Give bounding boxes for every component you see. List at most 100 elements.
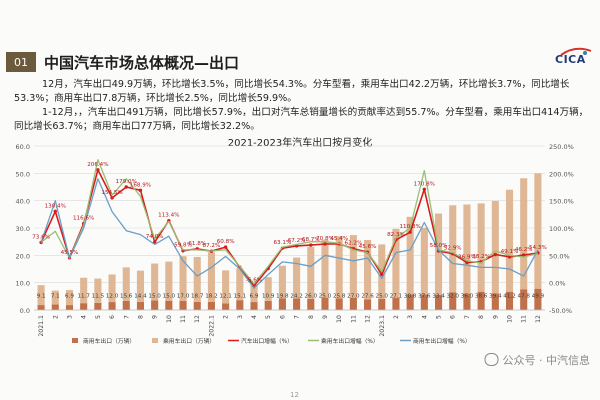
bar-segment (136, 270, 145, 302)
page-title: 中国汽车市场总体概况—出口 (44, 53, 240, 72)
line-value-label: 63.1% (274, 240, 292, 246)
line-value-label: 170.8% (414, 181, 435, 187)
bar-segment (392, 228, 400, 298)
bar-segment (534, 173, 542, 289)
legend-label: 商用车出口增幅（%） (413, 337, 471, 345)
x-tick-label: 10 (166, 315, 173, 323)
bar-segment (321, 297, 329, 310)
page-number: 12 (290, 391, 299, 399)
bar-segment (207, 301, 215, 310)
bar-segment (278, 265, 286, 299)
x-tick-label: 12 (365, 315, 372, 323)
summary-paragraph-annual: 1-12月，，汽车出口491万辆，同比增长57.9%，出口对汽车总销量增长的贡献… (14, 107, 589, 132)
x-tick-label: 11 (180, 315, 187, 323)
x-tick-label: 2021.1 (38, 315, 45, 337)
bar-segment (477, 203, 485, 292)
bar-segment (193, 256, 201, 302)
bar-value-label: 6.9 (250, 294, 259, 300)
bar-value-label: 36.0 (461, 294, 474, 300)
x-tick-label: 2022.1 (208, 315, 215, 337)
bar-value-label: 47.8 (517, 294, 530, 300)
bar-value-label: 10.9 (262, 294, 275, 300)
bar-value-label: 17.0 (177, 294, 190, 300)
line-value-label: 154.5% (101, 190, 122, 196)
bar-segment (293, 298, 301, 310)
bar-segment (94, 302, 102, 310)
bar-value-label: 38.6 (475, 294, 488, 300)
bar-segment (37, 285, 45, 306)
x-tick-label: 3 (66, 315, 73, 319)
bar-segment (293, 257, 301, 299)
bar-segment (222, 270, 230, 304)
bar-value-label: 15.6 (120, 294, 133, 300)
bar-value-label: 27.0 (347, 294, 360, 300)
bar-segment (449, 292, 457, 310)
bar-segment (335, 236, 343, 299)
export-chart: 0.0 10.0 20.0 30.0 40.0 50.0 60.0 -50.0% 0.0% 50.… (16, 143, 574, 345)
bar-segment (364, 299, 372, 310)
bar-segment (122, 300, 130, 310)
bar-value-label: 25.0 (319, 294, 332, 300)
cica-logo: CICA (555, 45, 593, 71)
bar-segment (278, 298, 286, 310)
legend-label: 汽车出口增幅（%） (241, 337, 293, 345)
x-tick-label: 4 (81, 315, 88, 319)
bar-segment (463, 204, 471, 294)
x-tick-label: 12 (194, 315, 201, 323)
x-tick-label: 6 (279, 315, 286, 319)
x-tick-label: 9 (152, 315, 159, 319)
logo-swoosh-icon (560, 47, 592, 56)
bar-segment (434, 213, 443, 295)
bar-value-label: 25.8 (333, 294, 346, 300)
bar-segment (65, 290, 74, 306)
bar-segment (51, 290, 59, 305)
bar-segment (534, 288, 542, 310)
line-point (53, 209, 57, 214)
x-tick-label: 11 (521, 315, 528, 323)
bar-segment (392, 297, 400, 310)
summary-text: 12月，汽车出口49.9万辆，环比增长3.5%，同比增长54.3%。分车型看，乘… (14, 78, 590, 134)
bar-segment (505, 291, 514, 310)
summary-paragraph-december: 12月，汽车出口49.9万辆，环比增长3.5%，同比增长54.3%。分车型看，乘… (14, 79, 570, 104)
line-point (522, 253, 526, 257)
bar-segment (434, 294, 443, 310)
line-value-label: 179.0% (116, 179, 137, 185)
bar-segment (108, 302, 116, 310)
slide-header: 01 中国汽车市场总体概况—出口 (6, 50, 239, 74)
bar-value-label: 7.1 (51, 294, 60, 300)
bar-value-label: 26.0 (305, 294, 318, 300)
bar-segment (222, 303, 230, 310)
line-point (138, 188, 143, 193)
chart-title: 2021-2023年汽车出口按月变化 (227, 138, 373, 149)
line-value-label: 61.8% (188, 241, 206, 247)
bar-segment (151, 263, 159, 301)
line-value-label: 73.6% (32, 234, 50, 240)
bar-segment (179, 256, 187, 301)
line-point (223, 245, 228, 249)
line-point (465, 260, 469, 265)
y-left-tick-label: 40.0 (16, 198, 30, 206)
line-value-label: 46.2% (515, 247, 533, 253)
x-tick-label: 8 (137, 315, 144, 319)
line-value-label: 45.5% (61, 250, 79, 256)
y-right-tick-label: 200.0% (549, 170, 574, 178)
series-line (40, 159, 539, 285)
line-point (408, 230, 412, 234)
bar-value-label: 11.5 (92, 294, 105, 300)
line-value-label: 206.4% (87, 162, 108, 168)
x-tick-label: 2023.1 (379, 315, 386, 337)
x-tick-label: 8 (308, 315, 315, 319)
bar-segment (264, 277, 272, 301)
bar-value-label: 18.7 (191, 294, 204, 300)
bar-value-label: 25.0 (376, 294, 389, 300)
bar-segment (80, 277, 88, 304)
line-point (309, 243, 313, 247)
x-tick-label: 11 (350, 315, 357, 323)
line-value-label: 67.2% (288, 238, 306, 244)
bar-segment (236, 268, 244, 301)
bar-value-label: 12.1 (219, 294, 232, 300)
x-tick-label: 7 (464, 315, 471, 319)
bar-segment (250, 284, 258, 303)
bar-value-label: 9.1 (37, 294, 46, 300)
bar-segment (307, 246, 315, 299)
